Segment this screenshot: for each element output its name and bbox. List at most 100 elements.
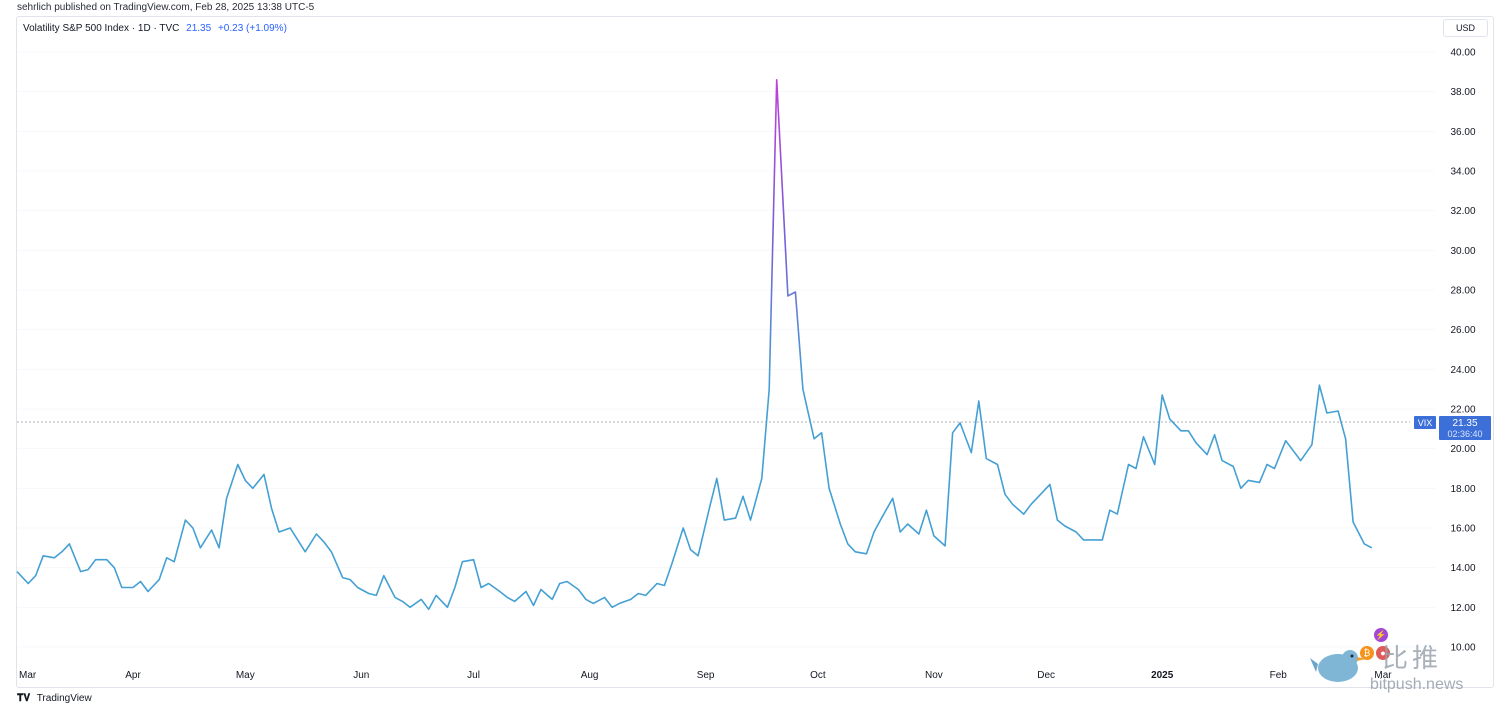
data-point	[645, 594, 647, 596]
data-point	[854, 551, 856, 553]
data-point	[506, 596, 508, 598]
data-point	[1344, 438, 1346, 440]
data-point	[323, 541, 325, 543]
y-tick-label: 40.00	[1450, 48, 1475, 59]
data-point	[734, 517, 736, 519]
data-point	[304, 551, 306, 553]
price-tag-countdown: 02:36:40	[1447, 429, 1482, 439]
data-point	[16, 570, 18, 572]
data-point	[839, 523, 841, 525]
data-point	[1232, 465, 1234, 467]
symbol-name[interactable]: Volatility S&P 500 Index · 1D · TVC	[23, 23, 180, 34]
data-point	[480, 586, 482, 588]
data-point	[663, 584, 665, 586]
data-point	[716, 477, 718, 479]
data-point	[899, 531, 901, 533]
currency-button[interactable]: USD	[1443, 19, 1488, 37]
data-point	[566, 580, 568, 582]
data-point	[697, 555, 699, 557]
x-tick-label: Jul	[467, 670, 480, 681]
data-point	[959, 422, 961, 424]
x-tick-label: Mar	[1374, 670, 1392, 681]
x-tick-label: May	[236, 670, 255, 681]
data-point	[970, 451, 972, 453]
data-point	[551, 598, 553, 600]
data-point	[1337, 410, 1339, 412]
data-point	[435, 594, 437, 596]
data-point	[237, 463, 239, 465]
y-tick-label: 12.00	[1450, 603, 1475, 614]
data-point	[689, 549, 691, 551]
data-point	[394, 596, 396, 598]
tradingview-branding[interactable]: 𝐓𝐕 TradingView	[17, 693, 92, 704]
y-tick-label: 34.00	[1450, 167, 1475, 178]
data-point	[341, 576, 343, 578]
data-point	[383, 574, 385, 576]
data-point	[68, 543, 70, 545]
data-point	[749, 519, 751, 521]
data-point	[1299, 459, 1301, 461]
data-point	[139, 580, 141, 582]
x-tick-label: Jun	[353, 670, 369, 681]
data-point	[1273, 467, 1275, 469]
data-point	[603, 596, 605, 598]
data-point	[776, 79, 778, 81]
x-tick-label: Apr	[125, 670, 141, 681]
price-change: +0.23 (+1.09%)	[217, 23, 287, 34]
data-point	[892, 497, 894, 499]
data-point	[1266, 463, 1268, 465]
data-point	[1247, 479, 1249, 481]
y-tick-label: 18.00	[1450, 484, 1475, 495]
watermark-site: bitpush.news	[1370, 676, 1464, 693]
data-point	[121, 586, 123, 588]
y-tick-label: 30.00	[1450, 246, 1475, 257]
data-point	[330, 551, 332, 553]
data-point	[585, 598, 587, 600]
data-point	[1363, 543, 1365, 545]
data-point	[1109, 509, 1111, 511]
data-point	[349, 578, 351, 580]
data-point	[499, 590, 501, 592]
watermark-text: 比推	[1382, 643, 1443, 673]
price-tag-value: 21.35	[1452, 418, 1477, 429]
data-point	[315, 533, 317, 535]
y-tick-label: 16.00	[1450, 524, 1475, 535]
price-tag: VIX 21.35 02:36:40	[1414, 416, 1491, 440]
data-point	[79, 570, 81, 572]
y-axis[interactable]: 10.00 12.00 14.00 16.00 18.00 20.00 22.00 24.00…	[1450, 48, 1475, 654]
data-point	[472, 559, 474, 561]
data-point	[978, 400, 980, 402]
data-point	[873, 531, 875, 533]
data-point	[278, 531, 280, 533]
x-axis[interactable]: Mar Apr May Jun Jul Aug Sep Oct Nov Dec 2025 Feb Mar	[19, 670, 1392, 681]
data-point	[558, 582, 560, 584]
data-point	[53, 557, 55, 559]
data-point	[487, 582, 489, 584]
data-point	[1318, 384, 1320, 386]
y-tick-label: 22.00	[1450, 405, 1475, 416]
data-point	[742, 495, 744, 497]
x-tick-label: Feb	[1270, 670, 1288, 681]
data-point	[1371, 547, 1373, 549]
data-point	[158, 578, 160, 580]
data-point	[682, 527, 684, 529]
x-tick-label: 2025	[1151, 670, 1174, 681]
tradingview-label: TradingView	[36, 693, 92, 704]
chart-legend: Volatility S&P 500 Index · 1D · TVC 21.3…	[23, 23, 291, 34]
data-point	[199, 547, 201, 549]
data-point	[611, 606, 613, 608]
data-point	[907, 523, 909, 525]
data-point	[708, 507, 710, 509]
y-tick-label: 20.00	[1450, 444, 1475, 455]
chart-pane[interactable]	[16, 16, 1494, 688]
data-point	[525, 590, 527, 592]
data-point	[94, 559, 96, 561]
x-tick-label: Dec	[1037, 670, 1055, 681]
data-point	[1037, 495, 1039, 497]
y-tick-label: 32.00	[1450, 206, 1475, 217]
data-point	[106, 559, 108, 561]
bitpush-watermark: ⚡ ₿ ● 比推 bitpush.news	[1310, 622, 1506, 712]
data-point	[401, 600, 403, 602]
data-point	[225, 497, 227, 499]
